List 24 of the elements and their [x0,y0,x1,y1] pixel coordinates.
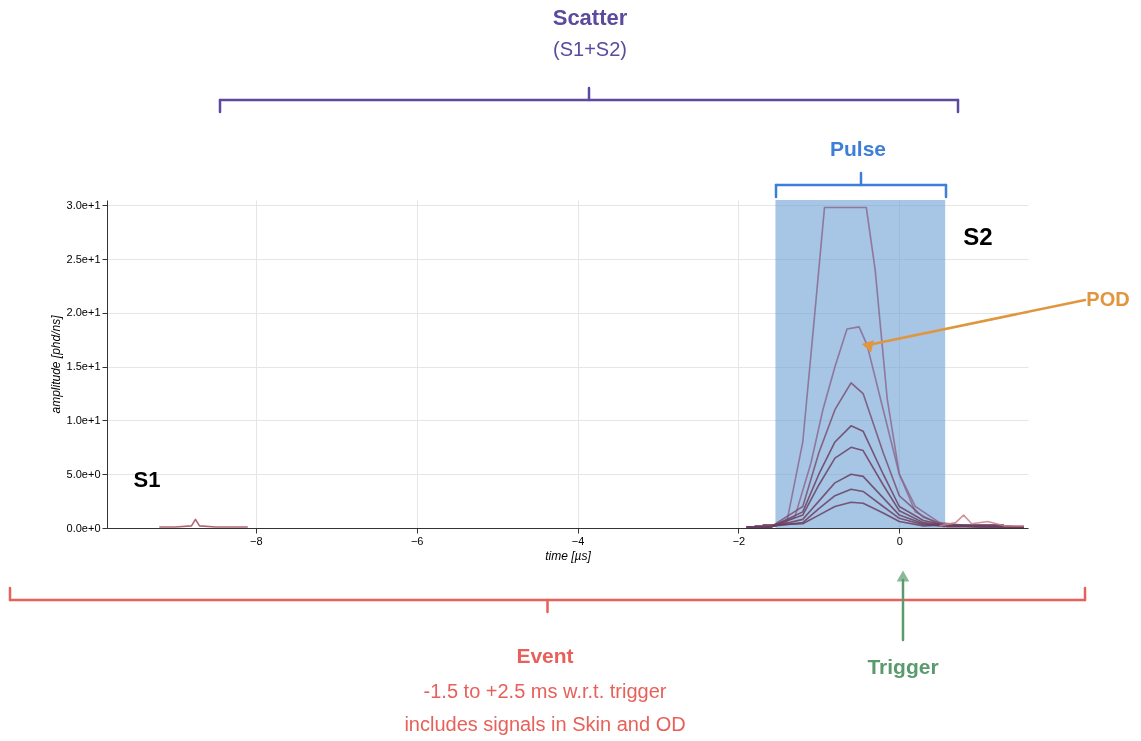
x-tick-label: 0 [896,534,903,547]
y-tick-label: 1.5e+1 [66,360,101,373]
y-tick-label: 5.0e+0 [66,467,101,480]
y-tick-label: 0.0e+0 [66,521,101,534]
annotation: POD [1086,288,1130,310]
x-tick-label: −2 [732,534,746,547]
text: Event [516,644,574,667]
text: includes signals in Skin and OD [404,713,686,735]
y-tick-label: 1.0e+1 [66,413,101,426]
y-tick-label: 2.5e+1 [66,252,101,265]
x-tick-label: −4 [571,534,585,547]
y-tick-label: 2.0e+1 [66,306,101,319]
text: Scatter [552,5,628,30]
x-tick-label: −8 [250,534,263,547]
y-axis-title: amplitude [phd/ns] [48,314,63,414]
band-label: Pulse [829,137,887,160]
x-tick-label: −6 [410,534,424,547]
x-axis-title: time [µs] [545,548,592,563]
text: Trigger [867,655,939,678]
annotation: S1 [133,467,161,492]
text: -1.5 to +2.5 ms w.r.t. trigger [423,680,667,702]
y-tick-label: 3.0e+1 [66,198,101,211]
annotation: S2 [963,223,993,250]
text: (S1+S2) [553,38,627,60]
